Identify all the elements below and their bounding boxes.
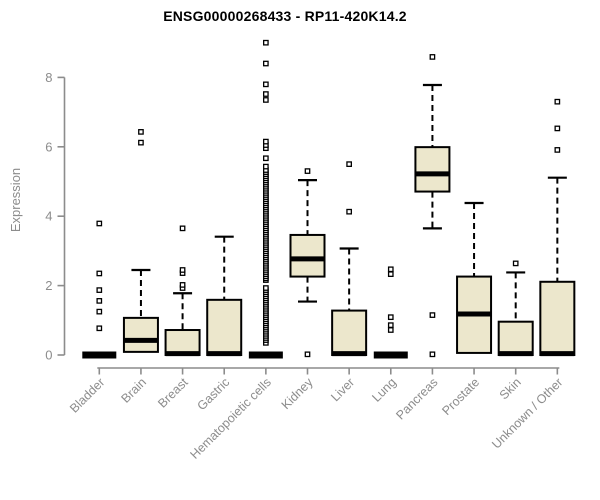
outlier-point (263, 60, 269, 67)
outlier-point (263, 39, 269, 46)
outlier-point (96, 298, 103, 304)
outlier-point (96, 308, 103, 315)
outlier-point (429, 312, 436, 318)
outlier-point (304, 168, 311, 174)
outlier-point (263, 81, 269, 88)
x-category-label: Unknown / Other (489, 375, 565, 451)
x-category-label: Lung (369, 375, 399, 405)
outlier-point (263, 91, 269, 97)
outlier-point (387, 266, 394, 273)
x-category-label: Brain (119, 375, 150, 406)
x-category-label: Liver (328, 375, 357, 404)
outlier-point (346, 208, 352, 215)
x-category-label: Bladder (67, 375, 107, 415)
y-tick-label: 2 (45, 278, 52, 293)
box (331, 309, 368, 357)
x-category-label: Skin (497, 375, 524, 402)
y-tick-label: 4 (45, 209, 52, 224)
outlier-point (429, 54, 436, 60)
outlier-point (179, 225, 186, 232)
box (497, 320, 534, 356)
outlier-point (304, 351, 311, 358)
outlier-point (263, 155, 269, 162)
x-category-label: Hematopoietic cells (187, 375, 274, 462)
outlier-point (387, 327, 394, 333)
y-tick-label: 8 (45, 70, 52, 85)
flat-box (248, 351, 283, 359)
outlier-point (96, 287, 103, 293)
x-category-label: Breast (155, 375, 191, 411)
outlier-point (96, 220, 103, 227)
outlier-point (179, 282, 186, 288)
outlier-point (96, 325, 103, 332)
outlier-point (263, 285, 269, 291)
outlier-point (554, 147, 561, 153)
y-tick-label: 0 (45, 348, 52, 363)
outlier-point (387, 271, 394, 277)
x-category-label: Prostate (439, 375, 482, 418)
y-tick-label: 6 (45, 139, 52, 154)
outlier-point (554, 125, 561, 132)
outlier-point (263, 163, 269, 170)
flat-box (82, 351, 117, 359)
x-category-label: Pancreas (393, 375, 440, 422)
outlier-point (138, 129, 144, 135)
outlier-point (179, 267, 186, 273)
box (206, 298, 243, 356)
outlier-point (263, 97, 269, 103)
outlier-point (554, 98, 561, 105)
box (122, 316, 159, 353)
outlier-point (263, 138, 269, 145)
outlier-point (138, 139, 144, 146)
box (539, 280, 576, 356)
outlier-point (429, 351, 436, 358)
x-category-label: Gastric (194, 375, 232, 413)
outlier-point (96, 270, 103, 277)
flat-box (373, 351, 408, 359)
outlier-point (387, 322, 394, 329)
x-category-label: Kidney (279, 375, 316, 412)
outlier-point (346, 161, 352, 167)
box (414, 146, 451, 193)
outlier-point (387, 314, 394, 321)
outlier-point (512, 260, 519, 267)
page-title: ENSG00000268433 - RP11-420K14.2 (163, 8, 407, 24)
box (289, 233, 326, 278)
